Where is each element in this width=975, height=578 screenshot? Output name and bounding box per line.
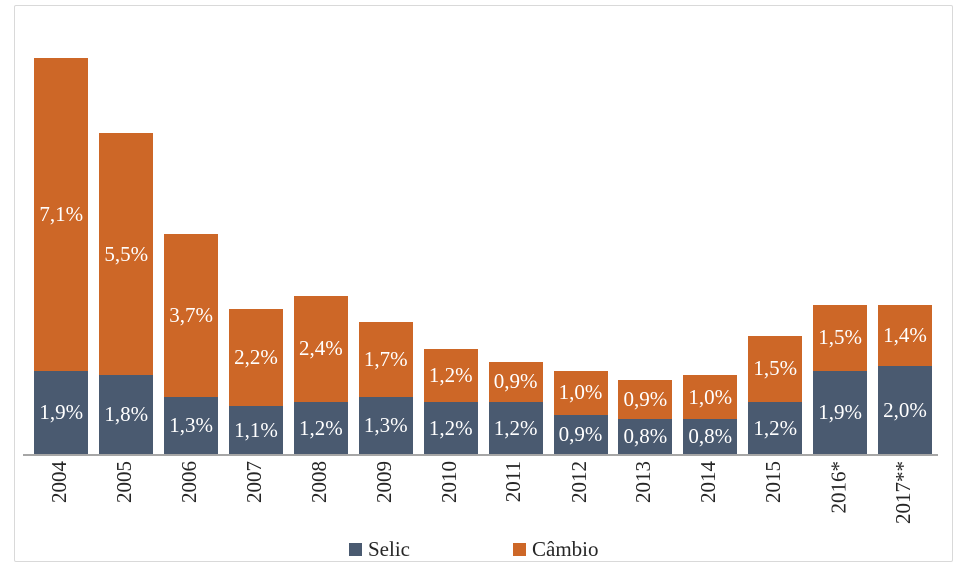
bar-segment-cambio: 1,2% [423, 348, 478, 402]
bar-segment-selic: 2,0% [878, 366, 932, 455]
selic-value-label: 1,8% [104, 402, 149, 427]
bar-segment-selic: 1,2% [748, 401, 803, 455]
bar-segment-selic: 1,9% [34, 370, 89, 455]
bar-segment-cambio: 1,0% [553, 370, 608, 415]
selic-value-label: 0,9% [558, 422, 603, 447]
cambio-value-label: 1,2% [428, 362, 473, 387]
bar-segment-cambio: 1,0% [683, 375, 738, 420]
bar-segment-selic: 1,8% [99, 375, 154, 455]
bar-segment-selic: 1,3% [164, 397, 219, 455]
bar-2005: 5,5% 1,8% [99, 132, 154, 455]
year-tick-label: 2005 [112, 461, 137, 503]
selic-value-label: 1,2% [753, 415, 798, 440]
year-tick-label: 2004 [47, 461, 72, 503]
cambio-value-label: 0,9% [623, 386, 668, 411]
plot-area: 7,1% 1,9% 5,5% 1,8% 3,7% 1,3% 2,2% 1,1% 2,4% 1,2%… [15, 6, 952, 561]
selic-value-label: 1,9% [39, 400, 84, 425]
x-axis-tick-labels: 2004 2005 2006 2007 2008 2009 2010 2011 2012 2013… [15, 6, 952, 561]
selic-value-label: 0,8% [623, 424, 668, 449]
selic-value-label: 2,0% [883, 397, 927, 422]
bar-segment-cambio: 1,4% [878, 304, 932, 367]
bar-segment-cambio: 2,2% [229, 309, 283, 407]
year-tick-label: 2006 [177, 461, 202, 503]
bar-2011: 0,9% 1,2% [488, 361, 543, 455]
cambio-value-label: 1,5% [818, 325, 862, 350]
cambio-value-label: 1,0% [688, 384, 733, 409]
bar-2006: 3,7% 1,3% [164, 234, 219, 455]
cambio-value-label: 1,0% [558, 380, 603, 405]
selic-value-label: 0,8% [688, 424, 733, 449]
bar-segment-selic: 1,9% [813, 370, 868, 455]
cambio-value-label: 1,7% [363, 347, 408, 372]
bar-2014: 1,0% 0,8% [683, 375, 738, 455]
year-tick-label: 2009 [371, 461, 396, 503]
bar-segment-selic: 1,2% [293, 401, 348, 455]
year-tick-label: 2012 [566, 461, 591, 503]
bar-2008: 2,4% 1,2% [293, 295, 348, 455]
selic-value-label: 1,2% [428, 415, 473, 440]
year-tick-label: 2007 [242, 461, 266, 503]
year-tick-label: 2008 [306, 461, 331, 503]
selic-value-label: 1,3% [363, 413, 408, 438]
bar-2013: 0,9% 0,8% [618, 379, 673, 455]
cambio-value-label: 5,5% [104, 241, 149, 266]
bar-segment-cambio: 5,5% [99, 132, 154, 376]
bar-segment-cambio: 1,7% [358, 322, 413, 398]
selic-value-label: 1,1% [234, 417, 278, 442]
year-tick-label: 2014 [696, 461, 721, 503]
bar-2007: 2,2% 1,1% [229, 309, 283, 455]
year-tick-label: 2015 [761, 461, 786, 503]
cambio-value-label: 1,4% [883, 323, 927, 348]
bar-segment-selic: 1,2% [488, 401, 543, 455]
bar-segment-selic: 0,9% [553, 414, 608, 455]
bar-segment-cambio: 0,9% [488, 361, 543, 402]
year-tick-label: 2013 [631, 461, 656, 503]
year-tick-label: 2017** [891, 461, 915, 524]
bar-segment-selic: 1,1% [229, 406, 283, 455]
cambio-value-label: 7,1% [39, 201, 84, 226]
bar-segment-selic: 0,8% [683, 419, 738, 455]
bar-2009: 1,7% 1,3% [358, 322, 413, 455]
bar-2015: 1,5% 1,2% [748, 335, 803, 455]
bar-2017: 1,4% 2,0% [878, 304, 932, 455]
bar-2010: 1,2% 1,2% [423, 348, 478, 455]
bar-segment-cambio: 1,5% [748, 335, 803, 402]
cambio-value-label: 2,2% [234, 345, 278, 370]
year-tick-label: 2011 [501, 461, 526, 503]
year-tick-label: 2016* [826, 461, 851, 514]
bar-segment-cambio: 1,5% [813, 304, 868, 371]
bar-segment-cambio: 3,7% [164, 234, 219, 398]
bar-segment-selic: 1,3% [358, 397, 413, 455]
bar-segment-selic: 0,8% [618, 419, 673, 455]
cambio-value-label: 0,9% [493, 369, 538, 394]
bar-2016: 1,5% 1,9% [813, 304, 868, 455]
bar-2004: 7,1% 1,9% [34, 57, 89, 455]
selic-value-label: 1,2% [493, 415, 538, 440]
chart-card: 7,1% 1,9% 5,5% 1,8% 3,7% 1,3% 2,2% 1,1% 2,4% 1,2%… [14, 5, 953, 562]
cambio-value-label: 3,7% [169, 303, 213, 328]
year-tick-label: 2010 [436, 461, 461, 503]
bar-segment-cambio: 2,4% [293, 295, 348, 402]
bar-segment-cambio: 0,9% [618, 379, 673, 420]
bar-segment-selic: 1,2% [423, 401, 478, 455]
cambio-value-label: 1,5% [753, 356, 798, 381]
selic-value-label: 1,9% [818, 400, 862, 425]
x-axis-line [23, 454, 938, 456]
cambio-value-label: 2,4% [299, 336, 343, 361]
bar-2012: 1,0% 0,9% [553, 370, 608, 455]
selic-value-label: 1,2% [299, 415, 343, 440]
bar-segment-cambio: 7,1% [34, 57, 89, 371]
selic-value-label: 1,3% [169, 413, 213, 438]
